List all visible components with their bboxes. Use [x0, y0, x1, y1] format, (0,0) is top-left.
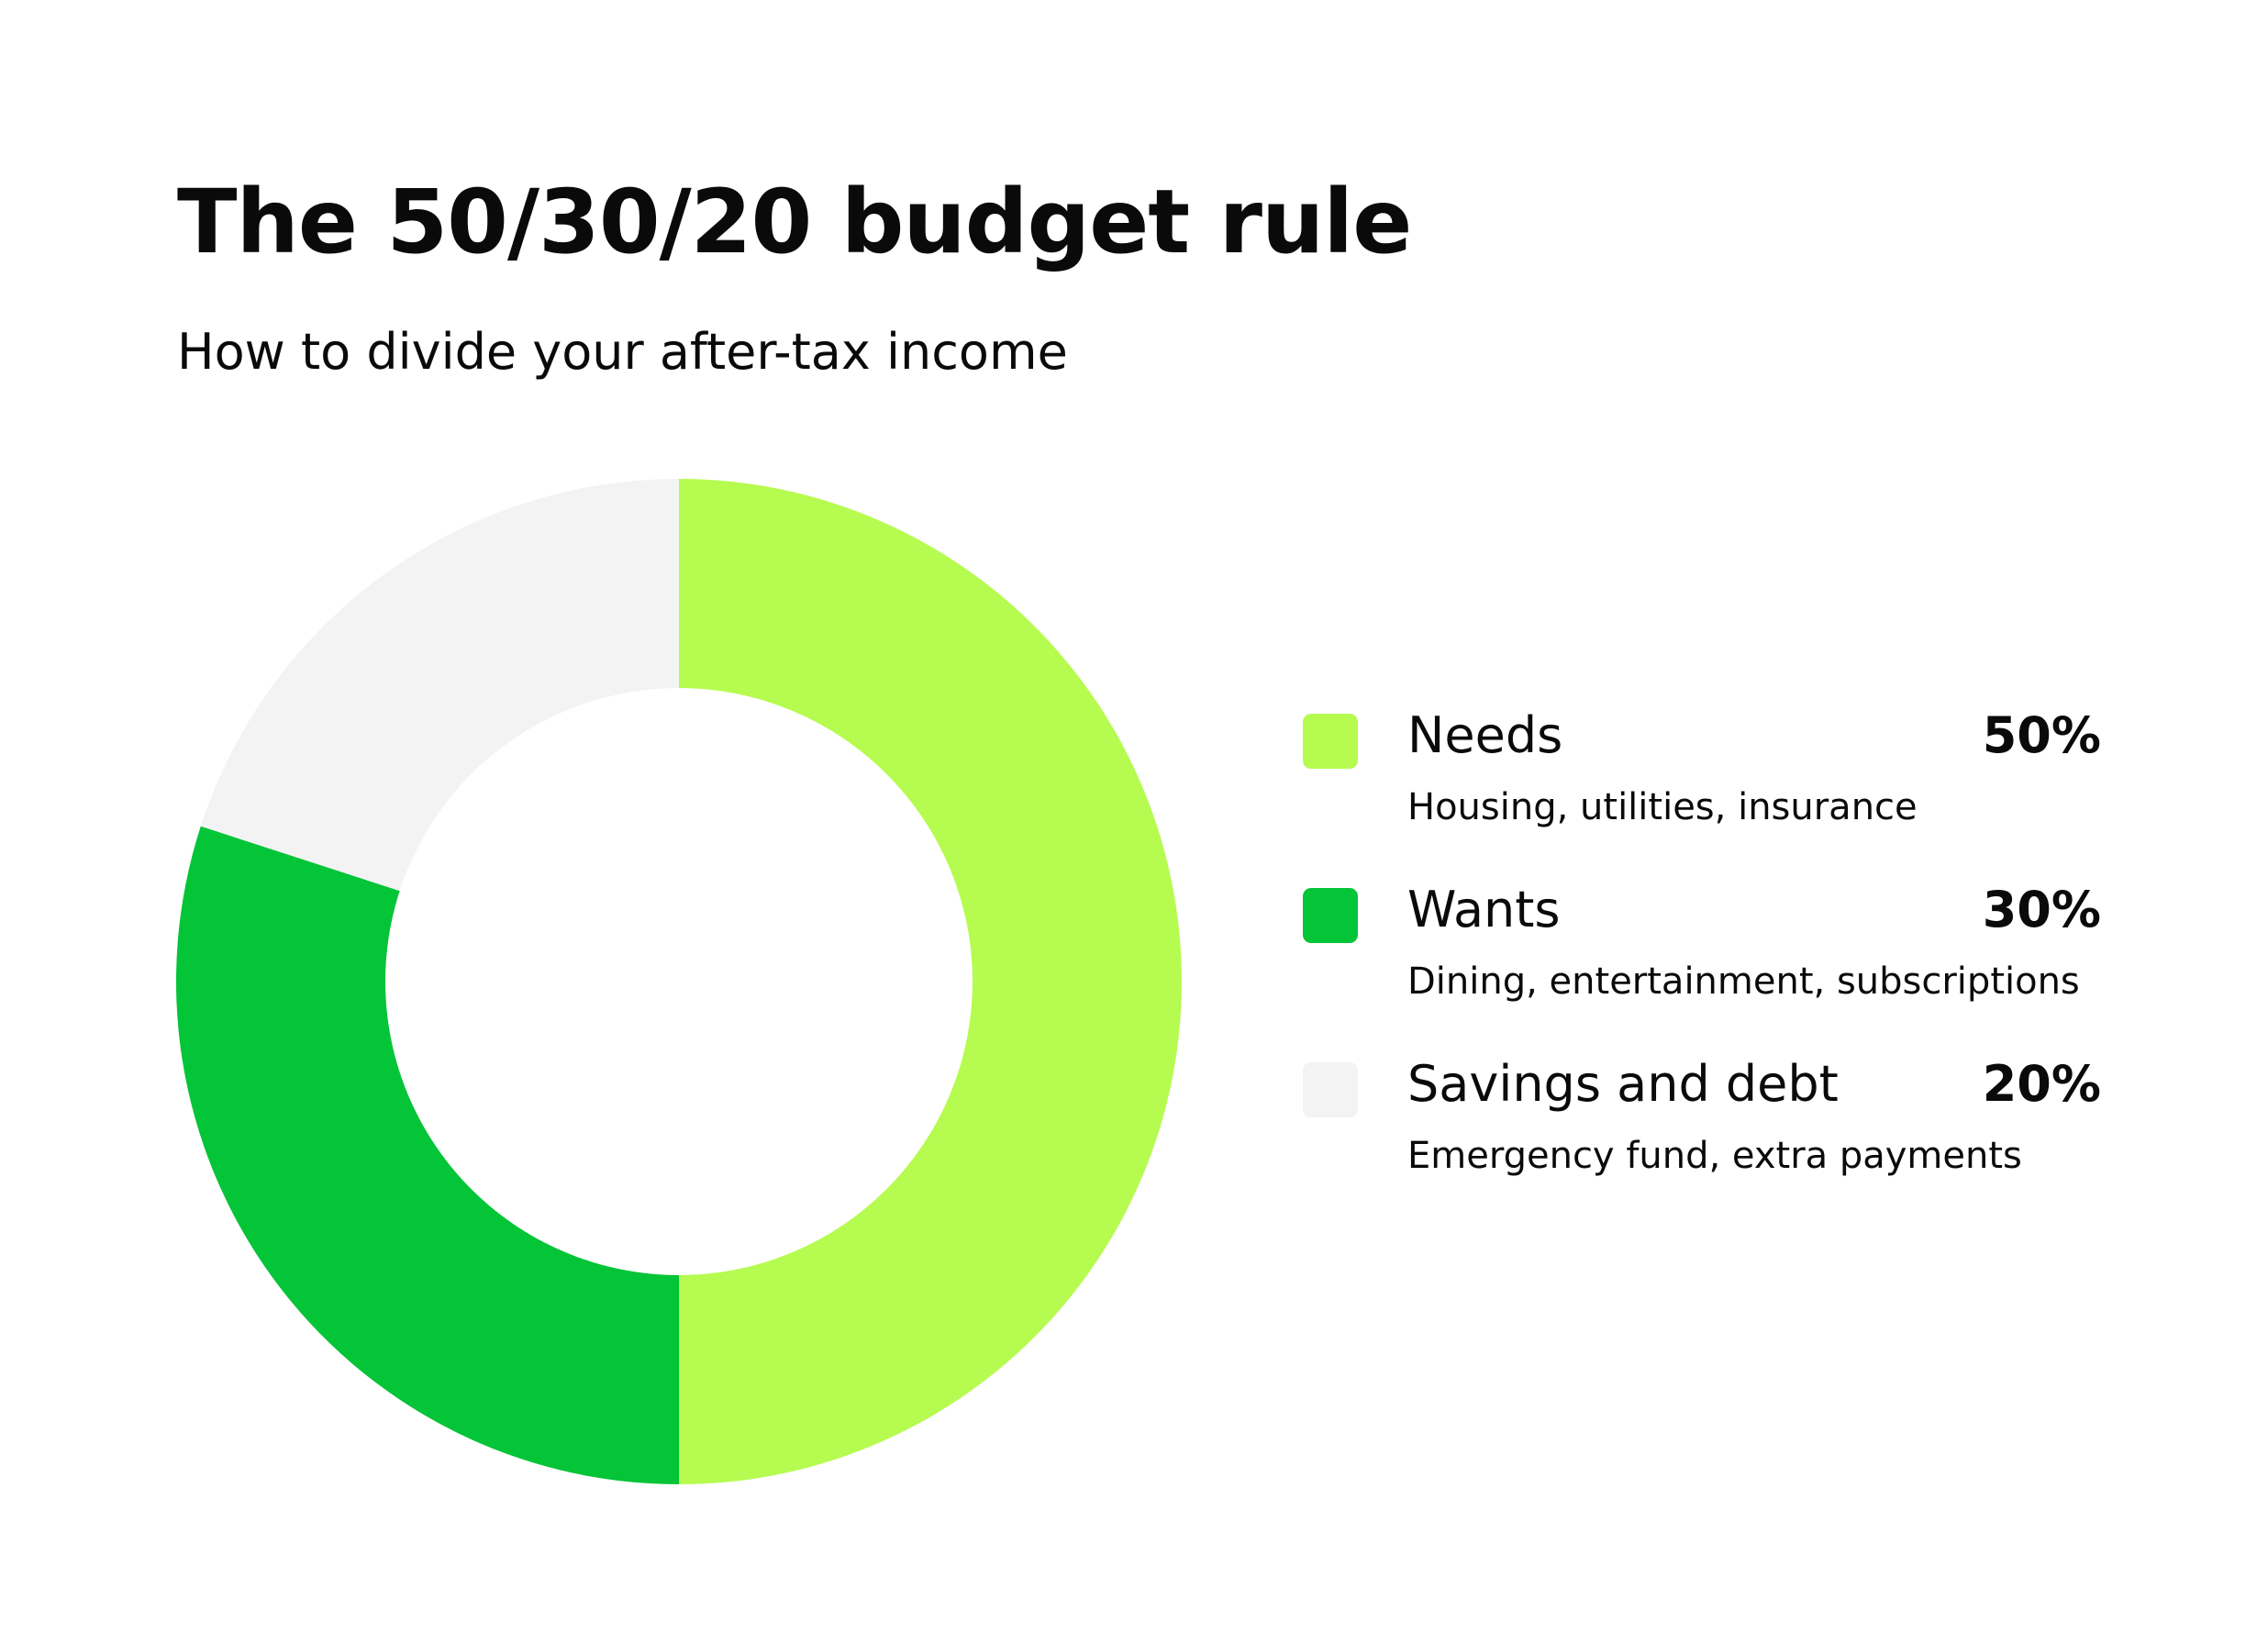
legend-percent-needs: 50% [1982, 706, 2101, 764]
chart-subtitle: How to divide your after-tax income [177, 323, 1068, 381]
legend-description-savings: Emergency fund, extra payments [1407, 1135, 2022, 1177]
legend-item-wants: Wants 30% Dining, entertainment, subscri… [1303, 881, 2101, 1055]
chart-title: The 50/30/20 budget rule [177, 171, 1412, 273]
legend-swatch-savings [1303, 1062, 1358, 1117]
legend-swatch-needs [1303, 714, 1358, 769]
legend: Needs 50% Housing, utilities, insurance … [1303, 706, 2101, 1229]
legend-percent-savings: 20% [1982, 1055, 2101, 1113]
legend-description-needs: Housing, utilities, insurance [1407, 786, 1918, 828]
legend-percent-wants: 30% [1982, 881, 2101, 938]
legend-item-needs: Needs 50% Housing, utilities, insurance [1303, 706, 2101, 881]
legend-label-savings: Savings and debt [1407, 1055, 1839, 1113]
legend-item-savings: Savings and debt 20% Emergency fund, ext… [1303, 1055, 2101, 1229]
slice-needs [679, 479, 1182, 1484]
slice-savings [200, 479, 679, 892]
legend-label-needs: Needs [1407, 706, 1563, 764]
legend-description-wants: Dining, entertainment, subscriptions [1407, 960, 2080, 1003]
legend-swatch-wants [1303, 888, 1358, 943]
legend-label-wants: Wants [1407, 881, 1561, 938]
donut-chart [176, 479, 1182, 1484]
slice-wants [176, 826, 679, 1484]
